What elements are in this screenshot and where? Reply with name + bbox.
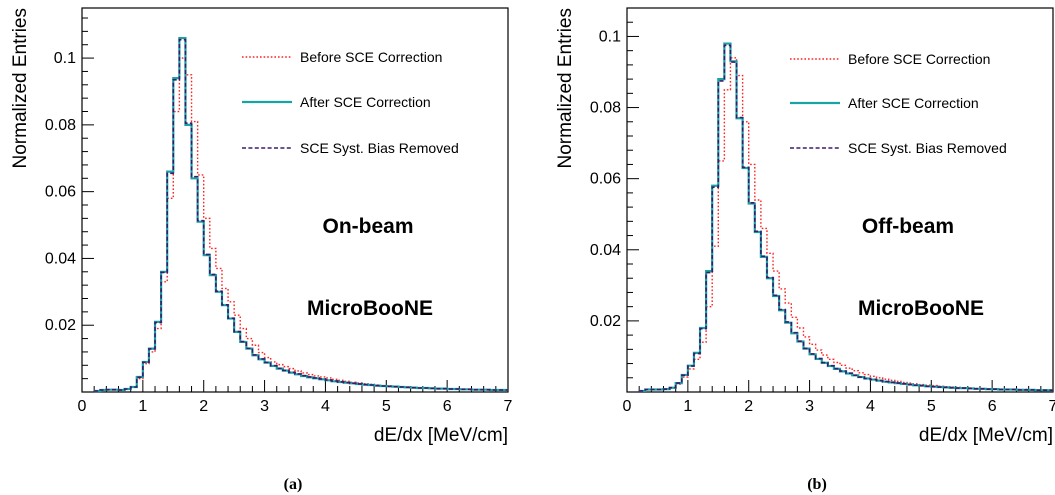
x-tick-label: 1 — [683, 398, 692, 415]
panel-caption: (a) — [284, 476, 303, 493]
legend-label: After SCE Correction — [300, 94, 431, 110]
y-tick-label: 0.1 — [599, 28, 621, 45]
y-axis-title: Normalized Entries — [10, 8, 31, 169]
y-axis-title: Normalized Entries — [555, 8, 576, 169]
x-tick-label: 3 — [805, 398, 814, 415]
x-tick-label: 0 — [78, 398, 87, 415]
x-axis-title: dE/dx [MeV/cm] — [919, 425, 1053, 446]
x-tick-label: 2 — [199, 398, 208, 415]
y-tick-label: 0.04 — [590, 242, 621, 259]
x-tick-label: 4 — [866, 398, 875, 415]
legend-label: SCE Syst. Bias Removed — [848, 140, 1007, 156]
annotation-text: MicroBooNE — [858, 297, 984, 320]
y-tick-label: 0.02 — [45, 317, 76, 334]
y-tick-label: 0.02 — [590, 313, 621, 330]
x-tick-label: 4 — [321, 398, 330, 415]
annotation-text: On-beam — [322, 215, 413, 238]
x-tick-label: 2 — [744, 398, 753, 415]
x-tick-label: 6 — [443, 398, 452, 415]
legend-label: After SCE Correction — [848, 95, 979, 111]
x-tick-label: 7 — [1049, 398, 1055, 415]
y-tick-label: 0.08 — [45, 117, 76, 134]
x-tick-label: 1 — [138, 398, 147, 415]
y-tick-label: 0.06 — [45, 184, 76, 201]
x-tick-label: 5 — [382, 398, 391, 415]
legend-label: Before SCE Correction — [848, 51, 990, 67]
x-tick-label: 5 — [927, 398, 936, 415]
panel-caption: (b) — [807, 476, 827, 493]
legend-label: SCE Syst. Bias Removed — [300, 140, 459, 156]
legend-label: Before SCE Correction — [300, 49, 442, 65]
y-tick-label: 0.1 — [54, 50, 76, 67]
x-tick-label: 7 — [504, 398, 513, 415]
x-tick-label: 0 — [623, 398, 632, 415]
y-tick-label: 0.06 — [590, 171, 621, 188]
x-tick-label: 3 — [260, 398, 269, 415]
annotation-text: Off-beam — [862, 215, 954, 238]
y-tick-label: 0.08 — [590, 100, 621, 117]
y-tick-label: 0.04 — [45, 250, 76, 267]
x-axis-title: dE/dx [MeV/cm] — [374, 425, 508, 446]
x-tick-label: 6 — [988, 398, 997, 415]
annotation-text: MicroBooNE — [307, 297, 433, 320]
